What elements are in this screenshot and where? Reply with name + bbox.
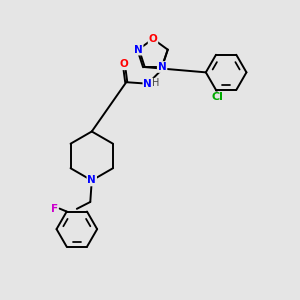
Text: F: F	[51, 204, 58, 214]
Text: N: N	[158, 62, 167, 72]
Text: O: O	[148, 34, 158, 44]
Text: N: N	[134, 45, 142, 55]
Text: Cl: Cl	[212, 92, 224, 102]
Text: H: H	[152, 78, 160, 88]
Text: O: O	[119, 59, 128, 69]
Text: N: N	[143, 79, 152, 89]
Text: N: N	[87, 176, 96, 185]
